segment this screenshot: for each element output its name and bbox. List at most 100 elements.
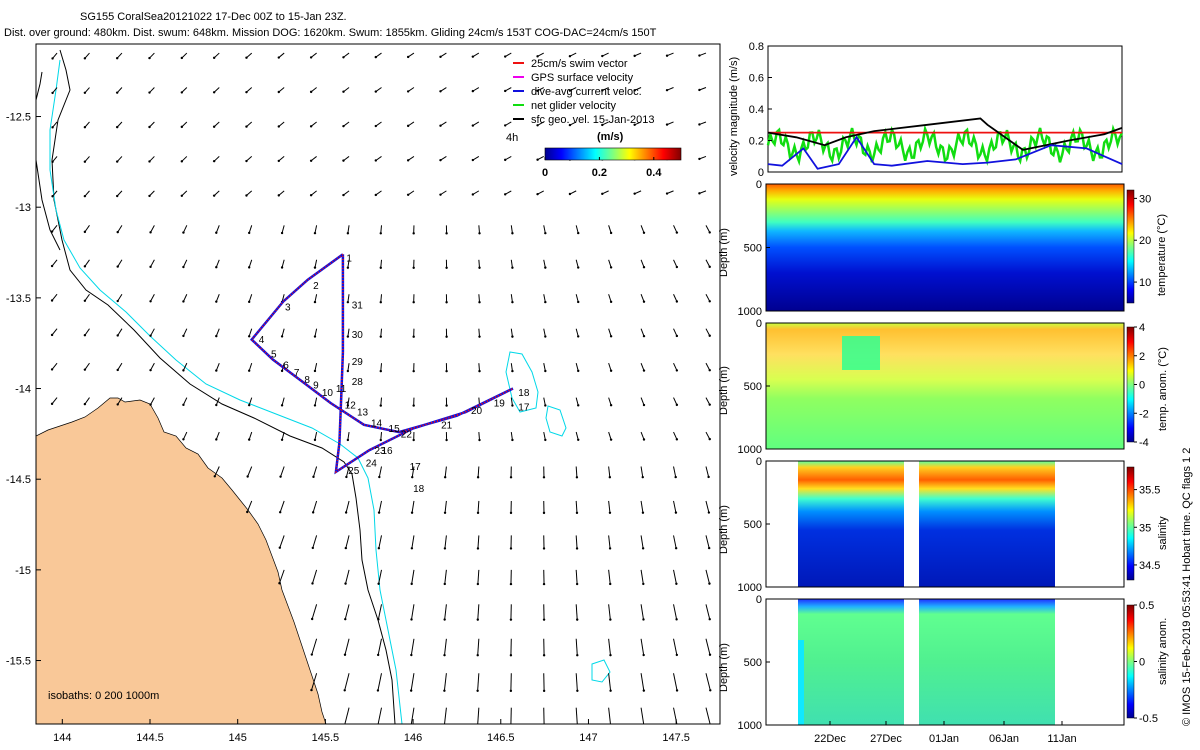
current-vector <box>346 397 350 407</box>
salinity-anomaly-field-2 <box>919 599 1055 725</box>
current-vector <box>379 225 383 235</box>
current-vector <box>280 259 285 269</box>
current-vector-head <box>149 403 152 406</box>
current-vector-head <box>544 300 547 304</box>
current-vector <box>245 156 253 163</box>
current-vector-shaft <box>673 673 678 691</box>
current-vector <box>212 156 220 163</box>
current-vector-head <box>609 335 613 338</box>
current-vector <box>543 294 547 304</box>
current-vector-head <box>504 55 507 58</box>
map-x-tick-label: 144 <box>53 732 71 744</box>
current-vector-head <box>568 192 572 196</box>
current-vector-head <box>439 90 442 93</box>
current-vector-head <box>476 547 480 550</box>
current-vector-head <box>708 300 711 303</box>
current-vector <box>575 466 579 479</box>
colorbar-title: (m/s) <box>597 131 624 143</box>
velocity-y-axis: 0 0.2 0.4 0.6 0.8 <box>749 41 772 179</box>
current-vector-head <box>309 90 313 94</box>
temp-anomaly-depth-label: Depth (m) <box>718 366 730 415</box>
current-vector-shaft <box>51 225 58 232</box>
current-vector-head <box>182 403 185 407</box>
current-vector-head <box>542 511 546 515</box>
current-vector <box>83 293 90 302</box>
current-vector-head <box>51 91 54 95</box>
current-vector-shaft <box>478 294 481 303</box>
current-vector <box>149 397 155 406</box>
date-tick-label: 11Jan <box>1047 733 1076 745</box>
current-vector <box>410 638 415 657</box>
current-vector-head <box>575 582 579 586</box>
current-vector <box>478 328 481 338</box>
current-vector <box>471 121 480 127</box>
current-vector-head <box>542 582 546 586</box>
current-vector-head <box>412 266 415 269</box>
current-vector-head <box>379 404 382 407</box>
current-vector-shaft <box>510 363 513 372</box>
current-vector <box>313 294 318 304</box>
current-vector-shaft <box>246 500 253 513</box>
current-vector <box>640 259 646 269</box>
current-vector <box>247 431 253 441</box>
current-vector <box>406 52 415 59</box>
current-vector-shaft <box>673 431 678 440</box>
current-vector <box>342 121 350 128</box>
current-vector-shaft <box>444 707 447 724</box>
current-vector-head <box>698 54 701 57</box>
current-vector-head <box>544 266 547 269</box>
current-vector-head <box>674 475 677 479</box>
current-vector <box>608 638 612 657</box>
current-vector-head <box>443 547 447 550</box>
current-vector-shaft <box>543 431 546 440</box>
current-vector <box>246 500 253 514</box>
current-vector <box>377 707 382 724</box>
current-vector-head <box>115 125 119 129</box>
current-vector-head <box>379 438 382 442</box>
current-vector <box>471 52 480 58</box>
current-vector-head <box>476 511 480 515</box>
date-tick-label: 22Dec <box>814 733 846 745</box>
current-vector <box>673 328 679 338</box>
current-vector-head <box>674 547 678 550</box>
current-vector-shaft <box>117 328 123 336</box>
current-vector <box>212 190 220 197</box>
current-vector-head <box>346 300 350 304</box>
current-vector-head <box>277 90 280 94</box>
current-vector-head <box>476 654 479 657</box>
current-vector-head <box>509 476 513 479</box>
current-vector-head <box>509 511 513 515</box>
day-label: 19 <box>494 399 506 410</box>
current-vector-shaft <box>608 604 611 620</box>
current-vector-head <box>443 582 446 586</box>
current-vector-head <box>280 404 284 407</box>
current-vector <box>83 190 90 198</box>
current-vector <box>374 190 382 197</box>
current-vector-shaft <box>378 535 382 549</box>
current-vector <box>471 190 480 196</box>
current-vector-shaft <box>345 500 350 513</box>
current-vector-head <box>509 618 513 621</box>
current-vector-head <box>342 124 345 128</box>
temp-anomaly-colorbar <box>1126 326 1135 443</box>
current-vector <box>377 535 382 550</box>
current-vector <box>705 259 711 269</box>
current-vector-head <box>576 618 579 621</box>
current-vector-head <box>313 438 317 442</box>
current-vector <box>640 294 646 303</box>
current-vector <box>310 604 318 621</box>
current-vector-head <box>247 231 251 235</box>
current-vector <box>115 190 123 198</box>
current-vector <box>439 156 447 162</box>
current-vector <box>148 87 155 94</box>
current-vector-head <box>445 266 448 269</box>
current-vector <box>542 500 546 515</box>
current-vector-head <box>149 300 152 303</box>
current-vector-head <box>476 725 478 727</box>
current-vector <box>342 156 350 162</box>
current-vector <box>575 569 579 586</box>
current-vector <box>471 155 480 162</box>
current-vector-shaft <box>477 535 480 549</box>
current-vector-head <box>310 653 314 656</box>
current-vector-shaft <box>575 638 578 656</box>
